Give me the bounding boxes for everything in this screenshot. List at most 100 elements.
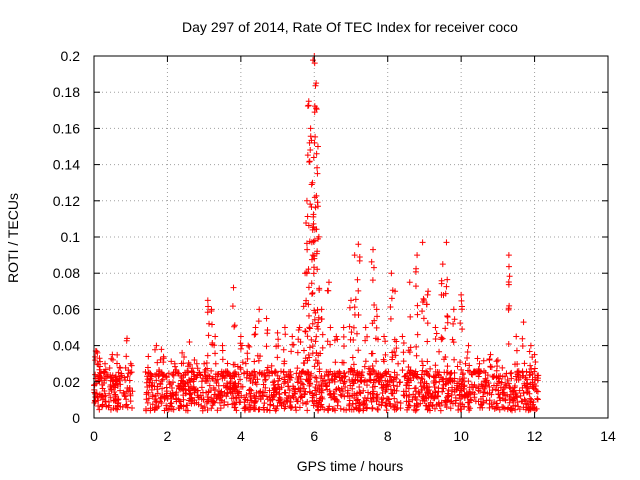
data-point	[350, 324, 357, 331]
data-point	[382, 402, 389, 409]
data-point	[206, 320, 213, 327]
data-point	[334, 336, 341, 343]
data-point	[482, 369, 489, 376]
data-point	[442, 290, 449, 297]
data-point	[527, 395, 534, 402]
data-point	[414, 252, 421, 259]
data-point	[159, 391, 166, 398]
data-point	[449, 336, 456, 343]
data-point	[309, 320, 316, 327]
data-point	[352, 296, 359, 303]
data-point	[495, 375, 502, 382]
data-point	[385, 368, 392, 375]
data-point	[98, 393, 105, 400]
data-point	[436, 403, 443, 410]
data-point	[154, 359, 161, 366]
data-point	[161, 395, 168, 402]
data-point	[312, 387, 319, 394]
data-point	[495, 404, 502, 411]
data-point	[227, 379, 234, 386]
data-point	[307, 372, 314, 379]
data-point	[346, 304, 353, 311]
data-point	[508, 405, 515, 412]
data-point	[374, 406, 381, 413]
data-point	[507, 385, 514, 392]
data-point	[309, 343, 316, 350]
data-point	[349, 385, 356, 392]
data-point	[102, 366, 109, 373]
data-point	[275, 336, 282, 343]
data-point	[303, 270, 310, 277]
data-point	[332, 359, 339, 366]
data-point	[269, 396, 276, 403]
data-point	[305, 266, 312, 273]
x-tick-label: 0	[90, 428, 98, 444]
data-point	[525, 407, 532, 414]
data-point	[390, 382, 397, 389]
data-point	[112, 393, 119, 400]
data-point	[412, 368, 419, 375]
data-point	[348, 329, 355, 336]
data-point	[369, 350, 376, 357]
data-point	[315, 326, 322, 332]
data-point	[527, 342, 534, 349]
data-point	[374, 313, 381, 320]
data-point	[304, 368, 311, 375]
data-point	[421, 371, 428, 378]
data-point	[386, 379, 393, 386]
data-point	[505, 341, 512, 348]
data-point	[435, 372, 442, 379]
data-point	[128, 362, 135, 369]
data-point	[212, 350, 219, 357]
data-point	[414, 331, 421, 338]
data-point	[346, 323, 353, 330]
data-point	[204, 297, 211, 304]
data-point	[257, 388, 264, 395]
data-point	[410, 391, 417, 398]
data-point	[474, 355, 481, 362]
data-point	[241, 394, 248, 401]
data-point	[304, 103, 311, 110]
data-point	[382, 338, 389, 345]
data-point	[263, 343, 270, 350]
data-point	[92, 357, 99, 364]
data-point	[382, 377, 389, 384]
data-point	[448, 392, 455, 399]
data-point	[328, 394, 335, 401]
data-point	[282, 331, 289, 338]
data-point	[380, 394, 387, 401]
data-point	[194, 387, 201, 394]
data-point	[263, 393, 270, 400]
data-point	[396, 379, 403, 386]
data-point	[450, 320, 457, 327]
data-point	[146, 369, 153, 376]
data-point	[333, 333, 340, 340]
data-point	[286, 387, 293, 394]
data-point	[200, 375, 207, 382]
data-point	[393, 387, 400, 394]
data-point	[399, 367, 406, 374]
data-point	[187, 398, 194, 405]
x-tick-label: 2	[164, 428, 172, 444]
data-point	[237, 340, 244, 347]
data-point	[414, 302, 421, 309]
data-point	[149, 401, 156, 408]
data-point	[314, 248, 321, 255]
data-point	[380, 356, 387, 363]
data-point	[182, 372, 189, 379]
data-point	[212, 360, 219, 367]
data-point	[490, 373, 497, 380]
data-point	[231, 384, 238, 391]
data-point	[310, 213, 317, 220]
data-point	[373, 324, 380, 331]
data-point	[410, 372, 417, 379]
data-point	[312, 374, 319, 381]
data-point	[377, 374, 384, 381]
data-point	[219, 347, 226, 354]
data-point	[224, 360, 231, 367]
data-point	[175, 370, 182, 377]
data-point	[310, 154, 317, 161]
data-point	[419, 367, 426, 374]
data-point	[116, 364, 123, 371]
data-point	[266, 387, 273, 394]
